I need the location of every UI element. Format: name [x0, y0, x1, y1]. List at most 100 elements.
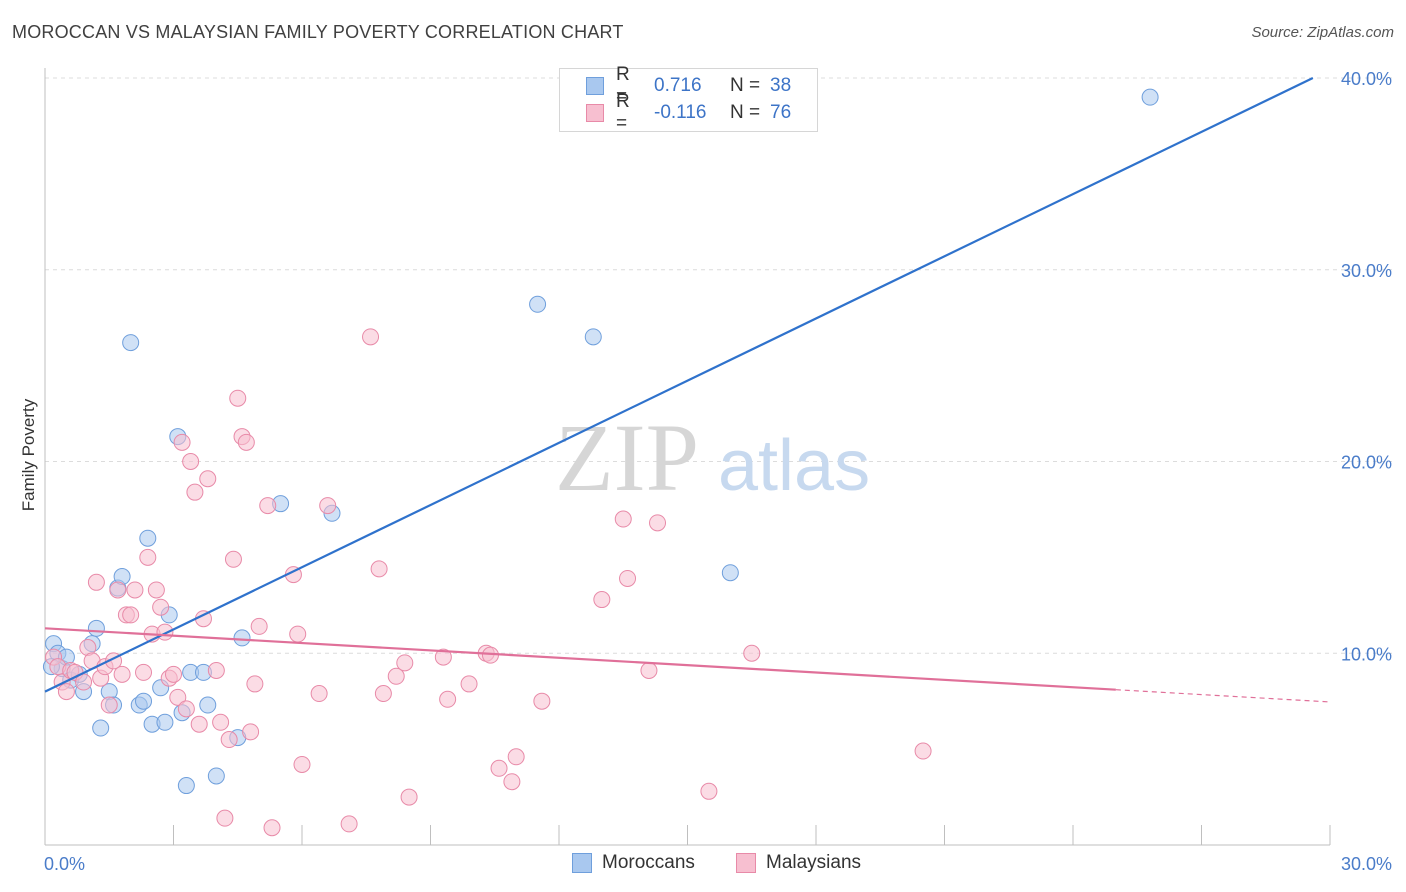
- point-malaysians: [640, 662, 658, 680]
- trend-line-malaysians: [44, 627, 1116, 691]
- legend-n-value: 76: [770, 102, 792, 123]
- point-malaysians: [126, 581, 144, 599]
- point-malaysians: [319, 497, 337, 515]
- point-malaysians: [57, 683, 75, 701]
- point-malaysians: [186, 483, 204, 501]
- point-malaysians: [212, 713, 230, 731]
- legend-n-label: N =: [730, 75, 761, 96]
- point-malaysians: [169, 688, 187, 706]
- legend-r-value: -0.116: [654, 102, 707, 123]
- grid-lines: [45, 77, 1392, 654]
- point-malaysians: [259, 497, 277, 515]
- series-legend: Moroccans Malaysians: [0, 852, 1406, 878]
- point-malaysians: [387, 667, 405, 685]
- point-malaysians: [100, 696, 118, 714]
- x-tick-label: 30.0%: [1341, 854, 1392, 874]
- point-malaysians: [156, 623, 174, 641]
- point-malaysians: [229, 389, 247, 407]
- legend-swatch-moroccans: [586, 77, 604, 95]
- point-malaysians: [199, 470, 217, 488]
- legend-r-label: R =: [616, 64, 630, 107]
- point-malaysians: [242, 723, 260, 741]
- y-tick-label: 30.0%: [1341, 261, 1392, 281]
- point-moroccans: [584, 328, 602, 346]
- point-malaysians: [533, 692, 551, 710]
- point-malaysians: [182, 453, 200, 470]
- point-malaysians: [165, 665, 182, 683]
- y-tick-label: 20.0%: [1341, 453, 1392, 473]
- legend-label-moroccans: Moroccans: [602, 852, 695, 873]
- point-malaysians: [87, 573, 105, 591]
- tick-labels: 10.0% 20.0% 30.0% 40.0% 0.0% 30.0%: [44, 69, 1392, 874]
- legend-r-value: 0.716: [654, 75, 702, 96]
- point-malaysians: [135, 663, 153, 681]
- point-malaysians: [439, 690, 457, 708]
- point-malaysians: [152, 598, 170, 616]
- legend-r-label: R =: [616, 91, 630, 134]
- point-malaysians: [139, 548, 157, 566]
- point-malaysians: [362, 328, 380, 346]
- y-axis-label: Family Poverty: [19, 398, 38, 511]
- legend-row-moroccans: R = 0.716 N = 38: [586, 64, 791, 107]
- axes: [44, 68, 1331, 846]
- legend-row-malaysians: R = -0.116 N = 76: [586, 91, 792, 134]
- point-moroccans: [233, 629, 251, 647]
- legend-n-label: N =: [730, 102, 761, 123]
- point-malaysians: [147, 581, 165, 599]
- source-label: Source: ZipAtlas.com: [1251, 24, 1394, 41]
- legend-swatch-malaysians: [586, 104, 604, 122]
- y-tick-label: 10.0%: [1341, 644, 1392, 664]
- point-malaysians: [177, 700, 195, 718]
- point-malaysians: [396, 654, 414, 672]
- point-malaysians: [310, 685, 328, 703]
- point-moroccans: [177, 777, 195, 795]
- point-malaysians: [113, 665, 131, 683]
- point-malaysians: [224, 550, 242, 568]
- legend-item-moroccans[interactable]: Moroccans: [572, 852, 695, 874]
- point-malaysians: [216, 809, 234, 827]
- point-moroccans: [721, 564, 739, 582]
- point-moroccans: [92, 719, 110, 737]
- point-malaysians: [340, 815, 358, 833]
- point-malaysians: [246, 675, 264, 693]
- point-moroccans: [207, 767, 225, 785]
- y-tick-label: 40.0%: [1341, 69, 1392, 89]
- legend-item-malaysians[interactable]: Malaysians: [736, 852, 861, 874]
- point-moroccans: [139, 529, 157, 547]
- point-malaysians: [649, 514, 667, 532]
- point-malaysians: [619, 569, 637, 587]
- point-malaysians: [237, 433, 255, 451]
- point-malaysians: [293, 755, 311, 773]
- point-moroccans: [122, 334, 140, 352]
- trend-lines: [44, 77, 1331, 703]
- point-malaysians: [173, 433, 191, 451]
- point-malaysians: [370, 560, 388, 578]
- correlation-legend: R = 0.716 N = 38 R = -0.116 N = 76: [559, 64, 818, 134]
- point-moroccans: [87, 619, 105, 637]
- point-malaysians: [109, 581, 127, 599]
- point-malaysians: [490, 759, 508, 777]
- legend-swatch-malaysians: [736, 853, 756, 873]
- watermark-atlas: atlas: [718, 426, 870, 506]
- point-malaysians: [289, 625, 307, 643]
- point-malaysians: [700, 782, 718, 800]
- point-moroccans: [156, 713, 174, 731]
- point-malaysians: [263, 819, 281, 837]
- point-malaysians: [122, 606, 140, 624]
- point-moroccans: [135, 692, 153, 710]
- point-malaysians: [593, 591, 611, 609]
- chart-title: MOROCCAN VS MALAYSIAN FAMILY POVERTY COR…: [12, 22, 624, 42]
- point-malaysians: [743, 644, 761, 662]
- point-malaysians: [190, 715, 208, 733]
- point-malaysians: [503, 773, 521, 791]
- point-moroccans: [529, 295, 547, 313]
- point-malaysians: [250, 617, 268, 635]
- point-malaysians: [400, 788, 418, 806]
- point-malaysians: [460, 675, 478, 693]
- point-moroccans: [199, 696, 217, 714]
- point-malaysians: [914, 742, 932, 760]
- watermark: ZIP atlas: [555, 404, 870, 511]
- point-malaysians: [614, 510, 632, 528]
- legend-swatch-moroccans: [572, 853, 592, 873]
